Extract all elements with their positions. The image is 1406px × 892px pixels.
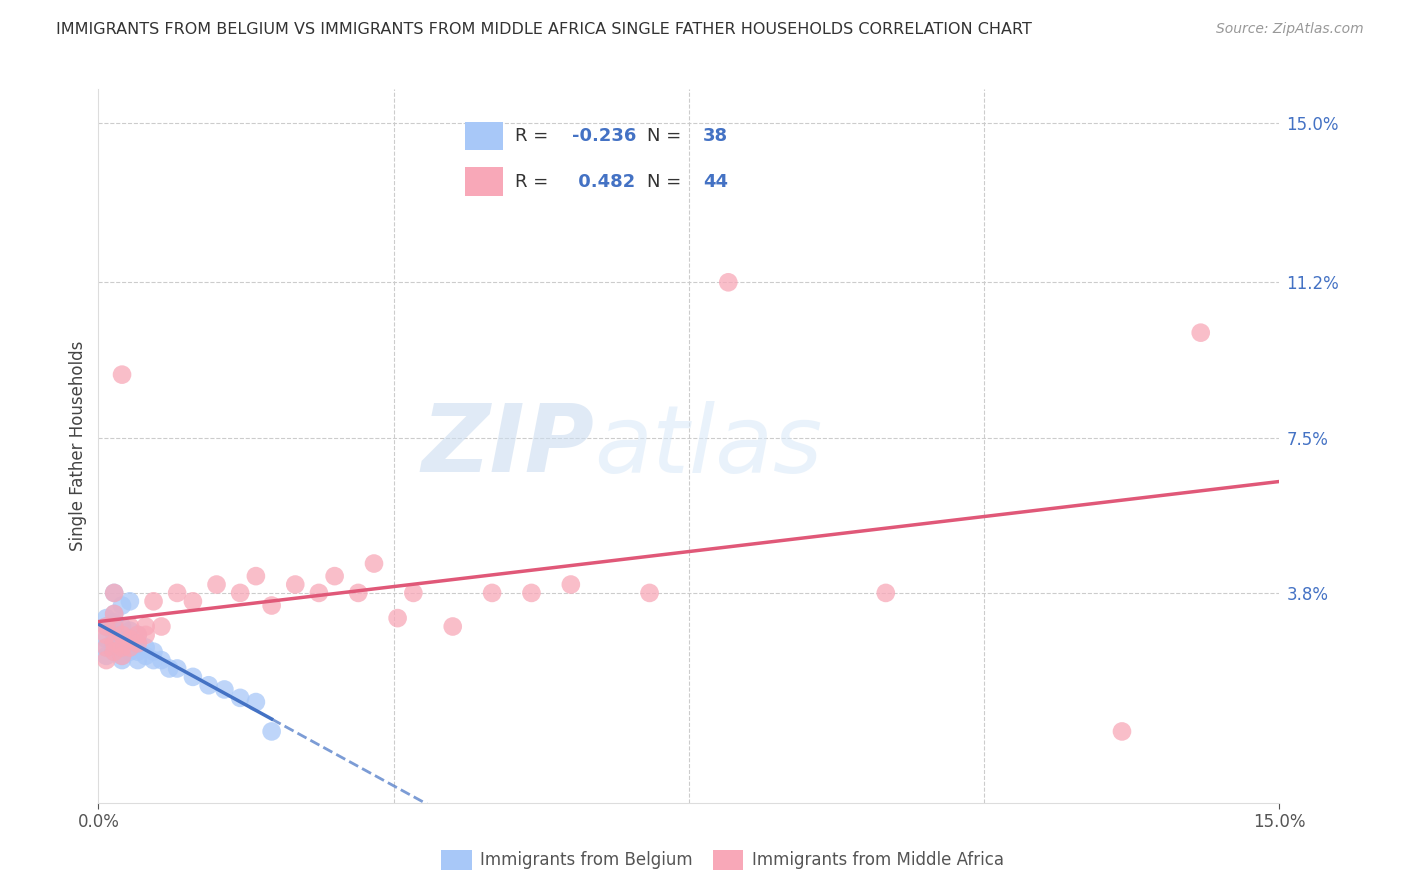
Point <box>118 636 141 650</box>
Point <box>260 599 283 613</box>
Point <box>229 690 252 705</box>
Text: Source: ZipAtlas.com: Source: ZipAtlas.com <box>1216 22 1364 37</box>
Point <box>127 636 149 650</box>
Point <box>111 632 134 646</box>
Text: Immigrants from Belgium: Immigrants from Belgium <box>481 851 693 869</box>
Text: 44: 44 <box>703 172 728 191</box>
Point <box>245 695 267 709</box>
Point <box>118 594 141 608</box>
Point <box>520 586 543 600</box>
Text: 38: 38 <box>703 127 728 145</box>
Point <box>96 640 118 655</box>
Point <box>387 611 409 625</box>
Point <box>103 628 125 642</box>
Point <box>560 577 582 591</box>
Text: 0.482: 0.482 <box>572 172 636 191</box>
Point <box>96 611 118 625</box>
Text: IMMIGRANTS FROM BELGIUM VS IMMIGRANTS FROM MIDDLE AFRICA SINGLE FATHER HOUSEHOLD: IMMIGRANTS FROM BELGIUM VS IMMIGRANTS FR… <box>56 22 1032 37</box>
Point <box>96 653 118 667</box>
Point <box>363 557 385 571</box>
Point <box>181 594 204 608</box>
Point <box>96 640 118 655</box>
Text: -0.236: -0.236 <box>572 127 636 145</box>
Point <box>118 624 141 638</box>
Point <box>142 594 165 608</box>
Point <box>638 586 661 600</box>
Point <box>111 599 134 613</box>
Point <box>127 628 149 642</box>
Point <box>103 586 125 600</box>
Point <box>441 619 464 633</box>
Point <box>111 653 134 667</box>
Point <box>717 275 740 289</box>
FancyBboxPatch shape <box>465 121 503 151</box>
FancyBboxPatch shape <box>465 167 503 196</box>
Point <box>135 648 157 663</box>
Point <box>111 640 134 655</box>
Point <box>214 682 236 697</box>
Point <box>103 636 125 650</box>
Point <box>347 586 370 600</box>
Text: N =: N = <box>647 127 686 145</box>
Point <box>181 670 204 684</box>
Point <box>150 653 173 667</box>
Point <box>118 640 141 655</box>
Point <box>166 586 188 600</box>
Point <box>103 645 125 659</box>
Point <box>135 628 157 642</box>
Point <box>118 645 141 659</box>
Point <box>481 586 503 600</box>
Point <box>875 586 897 600</box>
Text: R =: R = <box>516 127 554 145</box>
Point <box>284 577 307 591</box>
Point <box>103 619 125 633</box>
Point <box>103 607 125 621</box>
Point <box>111 640 134 655</box>
Point <box>135 619 157 633</box>
Y-axis label: Single Father Households: Single Father Households <box>69 341 87 551</box>
Point <box>118 632 141 646</box>
Point <box>96 619 118 633</box>
Point <box>166 661 188 675</box>
Point <box>111 628 134 642</box>
Point <box>245 569 267 583</box>
Point <box>111 368 134 382</box>
Point <box>96 632 118 646</box>
Point <box>157 661 180 675</box>
Text: R =: R = <box>516 172 554 191</box>
Point <box>103 636 125 650</box>
Point <box>103 615 125 630</box>
Text: N =: N = <box>647 172 686 191</box>
Point <box>96 648 118 663</box>
Point <box>205 577 228 591</box>
Point <box>308 586 330 600</box>
Point <box>127 636 149 650</box>
Point <box>402 586 425 600</box>
Point <box>142 653 165 667</box>
Point <box>142 645 165 659</box>
Text: atlas: atlas <box>595 401 823 491</box>
Point <box>103 586 125 600</box>
Point <box>197 678 219 692</box>
Point <box>111 619 134 633</box>
Point <box>111 648 134 663</box>
Point <box>1189 326 1212 340</box>
Point <box>229 586 252 600</box>
Point <box>150 619 173 633</box>
Point <box>118 619 141 633</box>
Point <box>111 648 134 663</box>
Point <box>103 645 125 659</box>
Point <box>103 607 125 621</box>
Point <box>127 645 149 659</box>
Point <box>260 724 283 739</box>
Point <box>1111 724 1133 739</box>
Point <box>127 628 149 642</box>
Point <box>127 653 149 667</box>
Point <box>323 569 346 583</box>
Text: Immigrants from Middle Africa: Immigrants from Middle Africa <box>752 851 1004 869</box>
Point <box>96 619 118 633</box>
Point <box>96 628 118 642</box>
Point <box>135 640 157 655</box>
Text: ZIP: ZIP <box>422 400 595 492</box>
